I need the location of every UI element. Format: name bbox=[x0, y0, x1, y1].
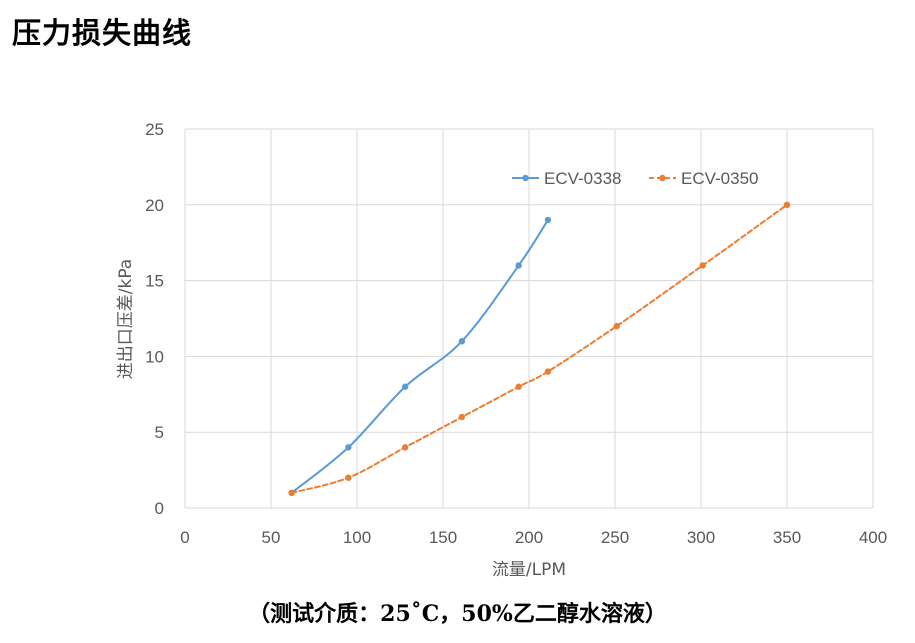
page-title: 压力损失曲线 bbox=[12, 16, 193, 50]
data-point-ecv-0350 bbox=[783, 201, 791, 208]
y-tick-label: 10 bbox=[145, 347, 164, 366]
data-point-ecv-0350 bbox=[613, 322, 620, 330]
legend: ECV-0338 ECV-0350 bbox=[512, 169, 759, 188]
legend-entry-ecv-0350: ECV-0350 bbox=[649, 169, 759, 188]
x-tick-label: 100 bbox=[343, 528, 371, 547]
x-tick-label: 300 bbox=[687, 528, 715, 547]
test-medium-caption: （测试介质：25˚C，50%乙二醇水溶液） bbox=[248, 601, 667, 627]
y-tick-label: 15 bbox=[145, 272, 164, 291]
x-axis-title: 流量/LPM bbox=[492, 560, 566, 580]
data-point-ecv-0350 bbox=[345, 474, 352, 481]
x-tick-label: 0 bbox=[180, 528, 189, 547]
x-tick-label: 350 bbox=[773, 528, 801, 547]
series-ecv-0350 bbox=[288, 201, 791, 497]
data-point-ecv-0350 bbox=[544, 368, 552, 375]
legend-marker bbox=[522, 174, 529, 182]
data-point-ecv-0338 bbox=[345, 444, 352, 451]
data-point-ecv-0350 bbox=[458, 413, 466, 421]
y-tick-label: 25 bbox=[145, 120, 164, 139]
x-tick-label: 400 bbox=[859, 528, 887, 547]
legend-marker bbox=[659, 174, 666, 182]
y-tick-label: 20 bbox=[145, 196, 164, 215]
data-point-ecv-0350 bbox=[699, 262, 706, 269]
x-tick-label: 200 bbox=[515, 528, 543, 547]
data-point-ecv-0338 bbox=[515, 262, 522, 269]
x-tick-label: 250 bbox=[601, 528, 629, 547]
data-point-ecv-0350 bbox=[515, 383, 522, 390]
data-point-ecv-0338 bbox=[401, 383, 409, 390]
data-point-ecv-0350 bbox=[288, 489, 295, 497]
y-tick-label: 5 bbox=[155, 423, 164, 442]
y-axis-title: 进出口压差/kPa bbox=[116, 259, 136, 379]
legend-entry-ecv-0338: ECV-0338 bbox=[512, 169, 622, 188]
x-tick-label: 50 bbox=[262, 528, 281, 547]
legend-label: ECV-0350 bbox=[681, 169, 759, 188]
series-line-ecv-0350 bbox=[290, 203, 788, 494]
y-tick-label: 0 bbox=[155, 499, 164, 518]
data-series bbox=[288, 201, 791, 497]
x-tick-label: 150 bbox=[429, 528, 457, 547]
data-point-ecv-0338 bbox=[458, 338, 466, 345]
data-point-ecv-0350 bbox=[401, 444, 409, 451]
data-point-ecv-0338 bbox=[544, 216, 552, 224]
legend-label: ECV-0338 bbox=[544, 169, 622, 188]
grid-lines bbox=[184, 128, 874, 509]
